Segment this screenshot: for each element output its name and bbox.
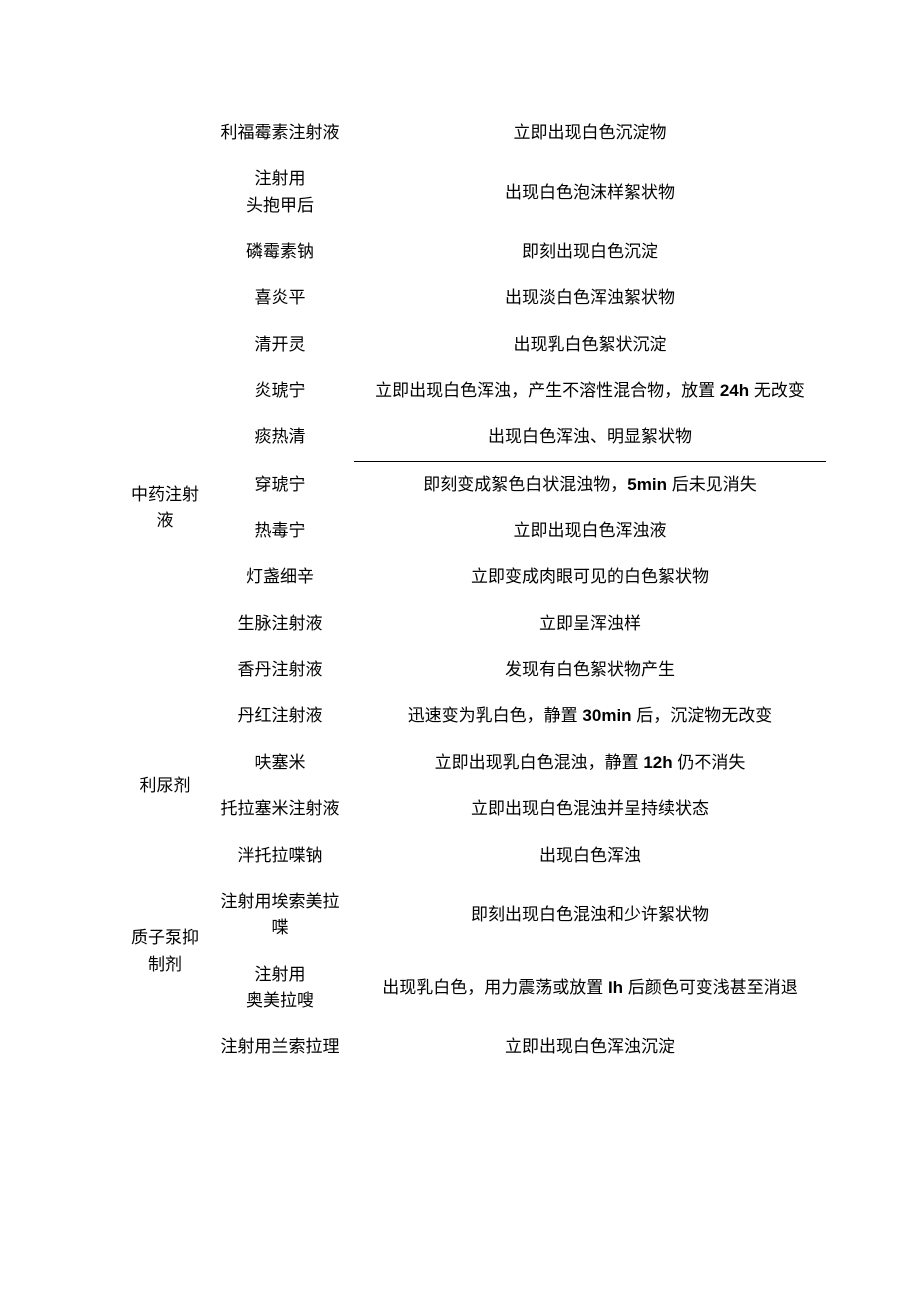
drug-cell: 呋塞米 (210, 740, 350, 786)
drug-cell: 托拉塞米注射液 (210, 786, 350, 832)
result-cell: 迅速变为乳白色，静置 30min 后，沉淀物无改变 (350, 693, 830, 739)
result-cell: 立即出现白色浑浊沉淀 (350, 1024, 830, 1070)
result-cell: 立即变成肉眼可见的白色絮状物 (350, 554, 830, 600)
category-cell (120, 1024, 210, 1070)
category-cell (120, 368, 210, 414)
drug-cell: 喜炎平 (210, 275, 350, 321)
category-cell: 利尿剂 (120, 740, 210, 833)
compat-table: 利福霉素注射液立即出现白色沉淀物注射用头抱甲后出现白色泡沫样絮状物磷霉素钠即刻出… (120, 110, 830, 1071)
table-row: 泮托拉喋钠出现白色浑浊 (120, 833, 830, 879)
table-row: 痰热清出现白色浑浊、明显絮状物 (120, 414, 830, 460)
table-row: 质子泵抑制剂注射用埃索美拉喋即刻出现白色混浊和少许絮状物 (120, 879, 830, 952)
table-row: 注射用兰索拉理立即出现白色浑浊沉淀 (120, 1024, 830, 1070)
table-row: 注射用奥美拉嗖出现乳白色，用力震荡或放置 Ih 后颜色可变浅甚至消退 (120, 952, 830, 1025)
drug-cell: 注射用埃索美拉喋 (210, 879, 350, 952)
drug-cell: 痰热清 (210, 414, 350, 460)
drug-cell: 丹红注射液 (210, 693, 350, 739)
category-cell (120, 156, 210, 229)
result-cell: 出现白色泡沫样絮状物 (350, 156, 830, 229)
table-row: 中药注射液穿琥宁即刻变成絮色白状混浊物，5min 后未见消失 (120, 462, 830, 508)
category-cell (120, 833, 210, 879)
table-row: 热毒宁立即出现白色浑浊液 (120, 508, 830, 554)
result-cell: 立即出现白色混浊并呈持续状态 (350, 786, 830, 832)
result-cell: 出现淡白色浑浊絮状物 (350, 275, 830, 321)
category-cell: 中药注射液 (120, 462, 210, 555)
drug-cell: 清开灵 (210, 322, 350, 368)
drug-cell: 灯盏细辛 (210, 554, 350, 600)
result-cell: 出现乳白色絮状沉淀 (350, 322, 830, 368)
category-cell (120, 414, 210, 460)
table-row: 炎琥宁立即出现白色浑浊，产生不溶性混合物，放置 24h 无改变 (120, 368, 830, 414)
result-cell: 出现白色浑浊、明显絮状物 (350, 414, 830, 460)
category-cell (120, 647, 210, 693)
table-row: 清开灵出现乳白色絮状沉淀 (120, 322, 830, 368)
category-cell (120, 275, 210, 321)
table-row: 香丹注射液发现有白色絮状物产生 (120, 647, 830, 693)
table-row: 托拉塞米注射液立即出现白色混浊并呈持续状态 (120, 786, 830, 832)
drug-cell: 磷霉素钠 (210, 229, 350, 275)
category-cell (120, 554, 210, 600)
result-cell: 即刻变成絮色白状混浊物，5min 后未见消失 (350, 462, 830, 508)
table-row: 利福霉素注射液立即出现白色沉淀物 (120, 110, 830, 156)
table-body: 利福霉素注射液立即出现白色沉淀物注射用头抱甲后出现白色泡沫样絮状物磷霉素钠即刻出… (120, 110, 830, 1071)
drug-cell: 生脉注射液 (210, 601, 350, 647)
result-cell: 出现乳白色，用力震荡或放置 Ih 后颜色可变浅甚至消退 (350, 952, 830, 1025)
drug-cell: 注射用兰索拉理 (210, 1024, 350, 1070)
result-cell: 即刻出现白色沉淀 (350, 229, 830, 275)
category-cell (120, 110, 210, 156)
table-row: 利尿剂呋塞米立即出现乳白色混浊，静置 12h 仍不消失 (120, 740, 830, 786)
category-cell (120, 229, 210, 275)
result-cell: 立即出现白色浑浊液 (350, 508, 830, 554)
drug-cell: 热毒宁 (210, 508, 350, 554)
table-row: 生脉注射液立即呈浑浊样 (120, 601, 830, 647)
result-cell: 即刻出现白色混浊和少许絮状物 (350, 879, 830, 952)
table-row: 灯盏细辛立即变成肉眼可见的白色絮状物 (120, 554, 830, 600)
table-row: 磷霉素钠即刻出现白色沉淀 (120, 229, 830, 275)
result-cell: 立即出现乳白色混浊，静置 12h 仍不消失 (350, 740, 830, 786)
category-cell: 质子泵抑制剂 (120, 879, 210, 1024)
category-cell (120, 693, 210, 739)
category-cell (120, 601, 210, 647)
drug-cell: 利福霉素注射液 (210, 110, 350, 156)
table-row: 丹红注射液迅速变为乳白色，静置 30min 后，沉淀物无改变 (120, 693, 830, 739)
drug-cell: 穿琥宁 (210, 462, 350, 508)
drug-cell: 香丹注射液 (210, 647, 350, 693)
drug-cell: 泮托拉喋钠 (210, 833, 350, 879)
drug-cell: 注射用头抱甲后 (210, 156, 350, 229)
result-cell: 立即出现白色浑浊，产生不溶性混合物，放置 24h 无改变 (350, 368, 830, 414)
category-cell (120, 322, 210, 368)
result-cell: 立即出现白色沉淀物 (350, 110, 830, 156)
result-cell: 出现白色浑浊 (350, 833, 830, 879)
drug-cell: 炎琥宁 (210, 368, 350, 414)
table-row: 喜炎平出现淡白色浑浊絮状物 (120, 275, 830, 321)
result-cell: 立即呈浑浊样 (350, 601, 830, 647)
table-row: 注射用头抱甲后出现白色泡沫样絮状物 (120, 156, 830, 229)
page: 利福霉素注射液立即出现白色沉淀物注射用头抱甲后出现白色泡沫样絮状物磷霉素钠即刻出… (0, 0, 920, 1301)
drug-cell: 注射用奥美拉嗖 (210, 952, 350, 1025)
result-cell: 发现有白色絮状物产生 (350, 647, 830, 693)
